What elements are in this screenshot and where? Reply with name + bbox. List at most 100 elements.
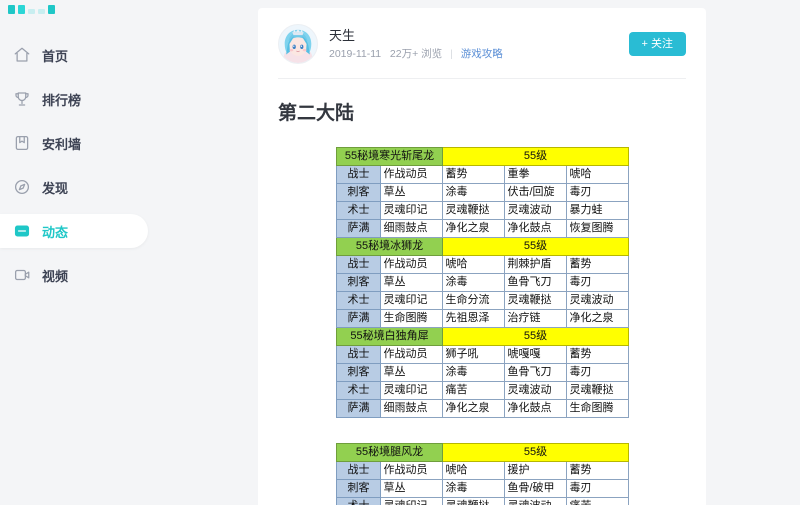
skill-cell: 作战动员	[379, 165, 443, 184]
role-label: 战士	[335, 255, 381, 274]
role-label: 术士	[335, 381, 381, 400]
table-header-row: 55秘境腿风龙 55级	[335, 443, 629, 462]
skill-cell: 鱼骨飞刀	[503, 363, 567, 382]
role-label: 术士	[335, 497, 381, 505]
skill-cell: 毒刃	[565, 273, 629, 292]
skill-cell: 灵魂印记	[379, 497, 443, 505]
sidebar-item-label: 发现	[42, 180, 69, 196]
skill-cell: 涂毒	[441, 183, 505, 202]
skill-cell: 毒刃	[565, 479, 629, 498]
skill-cell: 灵魂印记	[379, 201, 443, 220]
home-icon	[12, 46, 31, 65]
role-label: 萨满	[335, 219, 381, 238]
table-row: 战士 作战动员 狮子吼 唬嘎嘎 蓄势	[335, 345, 629, 364]
logo-bar	[38, 9, 45, 14]
skill-cell: 鱼骨飞刀	[503, 273, 567, 292]
skill-cell: 灵魂波动	[503, 497, 567, 505]
video-icon	[12, 266, 31, 285]
dungeon-name: 55秘境寒光斩尾龙	[335, 147, 443, 166]
sidebar-item-video[interactable]: 视频	[0, 258, 148, 292]
skill-cell: 伏击/回旋	[503, 183, 567, 202]
skill-cell: 草丛	[379, 363, 443, 382]
table-row: 战士 作战动员 唬哈 援护 蓄势	[335, 461, 629, 480]
skill-cell: 净化之泉	[565, 309, 629, 328]
role-label: 刺客	[335, 363, 381, 382]
skill-cell: 草丛	[379, 183, 443, 202]
skill-cell: 蓄势	[565, 461, 629, 480]
skill-cell: 恢复图腾	[565, 219, 629, 238]
skill-cell: 净化鼓点	[503, 219, 567, 238]
role-label: 战士	[335, 461, 381, 480]
table-row: 战士 作战动员 唬哈 荆棘护盾 蓄势	[335, 255, 629, 274]
avatar[interactable]	[278, 24, 318, 64]
skill-cell: 灵魂印记	[379, 381, 443, 400]
skill-cell: 蓄势	[565, 345, 629, 364]
sidebar-item-label: 首页	[42, 48, 69, 64]
skill-cell: 涂毒	[441, 273, 505, 292]
sidebar-nav: 首页 排行榜 安利墙	[0, 38, 160, 292]
skill-cell: 治疗链	[503, 309, 567, 328]
role-label: 刺客	[335, 183, 381, 202]
role-label: 刺客	[335, 479, 381, 498]
table-row: 刺客 草丛 涂毒 伏击/回旋 毒刃	[335, 183, 629, 202]
table-header-row: 55秘境白独角犀 55级	[335, 327, 629, 346]
skill-cell: 蓄势	[441, 165, 505, 184]
logo-bar	[8, 5, 15, 14]
sidebar-item-ranking[interactable]: 排行榜	[0, 82, 148, 116]
dungeon-name: 55秘境冰狮龙	[335, 237, 443, 256]
dungeon-name: 55秘境腿风龙	[335, 443, 443, 462]
table-header-row: 55秘境冰狮龙 55级	[335, 237, 629, 256]
role-label: 萨满	[335, 309, 381, 328]
article-card: 天生 2019-11-11 22万+ 浏览 | 游戏攻略 + 关注 第二大陆	[258, 8, 706, 505]
table-row: 刺客 草丛 涂毒 鱼骨飞刀 毒刃	[335, 273, 629, 292]
skill-cell: 作战动员	[379, 345, 443, 364]
post-meta: 2019-11-11 22万+ 浏览 | 游戏攻略	[329, 47, 629, 61]
follow-button[interactable]: + 关注	[628, 32, 686, 56]
sidebar-item-home[interactable]: 首页	[0, 38, 148, 72]
table-row: 刺客 草丛 涂毒 鱼骨/破甲 毒刃	[335, 479, 629, 498]
skill-cell: 重拳	[503, 165, 567, 184]
skill-cell: 灵魂鞭挞	[441, 497, 505, 505]
logo-bar	[18, 5, 25, 14]
skill-cell: 灵魂鞭挞	[503, 291, 567, 310]
skill-cell: 涂毒	[441, 479, 505, 498]
sidebar-item-label: 安利墙	[42, 136, 82, 152]
dungeon-level: 55级	[441, 147, 629, 166]
skill-cell: 先祖恩泽	[441, 309, 505, 328]
post-date: 2019-11-11	[329, 47, 382, 60]
feed-icon	[12, 222, 31, 241]
sidebar-item-feed[interactable]: 动态	[0, 214, 148, 248]
skill-cell: 生命图腾	[379, 309, 443, 328]
sidebar-item-recommendwall[interactable]: 安利墙	[0, 126, 148, 160]
skill-cell: 唬哈	[565, 165, 629, 184]
skill-cell: 草丛	[379, 479, 443, 498]
skill-cell: 毒刃	[565, 363, 629, 382]
table-row: 术士 灵魂印记 灵魂鞭挞 灵魂波动 暴力蛙	[335, 201, 629, 220]
skill-cell: 净化鼓点	[503, 399, 567, 418]
author-name[interactable]: 天生	[329, 27, 356, 43]
sidebar: 首页 排行榜 安利墙	[0, 0, 160, 505]
skill-cell: 狮子吼	[441, 345, 505, 364]
post-category-link[interactable]: 游戏攻略	[460, 47, 503, 60]
skill-cell: 草丛	[379, 273, 443, 292]
dungeon-level: 55级	[441, 327, 629, 346]
skill-table: 55秘境寒光斩尾龙 55级 战士 作战动员 蓄势 重拳 唬哈 刺客 草丛	[335, 147, 629, 418]
table-spacer	[278, 418, 686, 443]
table-row: 萨满 细雨鼓点 净化之泉 净化鼓点 恢复图腾	[335, 219, 629, 238]
table-row: 萨满 生命图腾 先祖恩泽 治疗链 净化之泉	[335, 309, 629, 328]
skill-cell: 灵魂波动	[565, 291, 629, 310]
skill-cell: 作战动员	[379, 255, 443, 274]
sidebar-item-discover[interactable]: 发现	[0, 170, 148, 204]
table-row: 萨满 细雨鼓点 净化之泉 净化鼓点 生命图腾	[335, 399, 629, 418]
dungeon-level: 55级	[441, 443, 629, 462]
bookmark-icon	[12, 134, 31, 153]
skill-cell: 生命分流	[441, 291, 505, 310]
skill-cell: 痛苦	[565, 497, 629, 505]
compass-icon	[12, 178, 31, 197]
table-row: 战士 作战动员 蓄势 重拳 唬哈	[335, 165, 629, 184]
trophy-icon	[12, 90, 31, 109]
skill-cell: 灵魂印记	[379, 291, 443, 310]
skill-cell: 暴力蛙	[565, 201, 629, 220]
site-logo[interactable]	[8, 0, 160, 14]
